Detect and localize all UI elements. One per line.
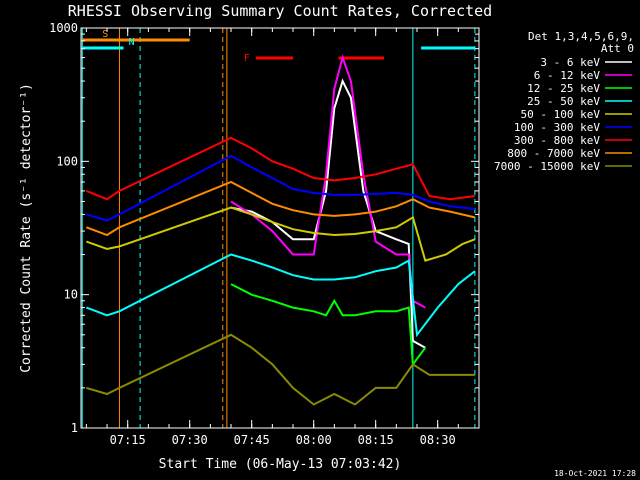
legend-header-attenuator: Att 0 [601, 42, 634, 55]
y-tick-label: 1 [71, 421, 78, 435]
legend-label-1: 6 - 12 keV [534, 69, 601, 82]
series-line-8 [86, 333, 475, 406]
marker-label-n: N [129, 37, 135, 48]
x-tick-label: 08:15 [358, 433, 394, 447]
y-axis-label: Corrected Count Rate (s⁻¹ detector⁻¹) [19, 83, 34, 373]
legend-label-5: 100 - 300 keV [514, 121, 600, 134]
y-tick-label: 1000 [49, 21, 78, 35]
legend-label-8: 7000 - 15000 keV [494, 160, 600, 173]
series-line-1 [230, 54, 426, 309]
y-tick-label: 100 [56, 154, 78, 168]
series-line-2 [230, 283, 427, 368]
legend-label-4: 50 - 100 keV [521, 108, 601, 121]
x-tick-label: 08:00 [296, 433, 332, 447]
series-line-6 [86, 136, 476, 201]
plot-frame [80, 27, 480, 429]
axes: 1 10 100 1000 07:15 07:30 07:45 08:00 08:15 08:30 [49, 21, 479, 447]
series-line-0 [230, 78, 426, 349]
x-tick-label: 07:45 [234, 433, 270, 447]
marker-label-s: S [102, 29, 108, 40]
marker-label-f: F [244, 53, 250, 64]
x-axis-label: Start Time (06-May-13 07:03:42) [159, 457, 402, 472]
series-line-7 [86, 180, 476, 237]
legend-label-0: 3 - 6 keV [540, 56, 600, 69]
chart-title: RHESSI Observing Summary Count Rates, Co… [68, 2, 492, 20]
footer-timestamp: 18-Oct-2021 17:28 [554, 469, 636, 478]
legend-header-detectors: Det 1,3,4,5,6,9, [528, 30, 634, 43]
series-lines [86, 54, 476, 406]
series-line-4 [86, 206, 476, 262]
x-tick-label: 07:15 [110, 433, 146, 447]
legend-label-3: 25 - 50 keV [527, 95, 600, 108]
series-line-5 [86, 154, 476, 222]
x-tick-label: 08:30 [420, 433, 456, 447]
x-tick-label: 07:30 [172, 433, 208, 447]
legend-label-2: 12 - 25 keV [527, 82, 600, 95]
series-line-3 [86, 253, 476, 338]
y-tick-label: 10 [64, 288, 78, 302]
legend-label-7: 800 - 7000 keV [507, 147, 600, 160]
legend-label-6: 300 - 800 keV [514, 134, 600, 147]
